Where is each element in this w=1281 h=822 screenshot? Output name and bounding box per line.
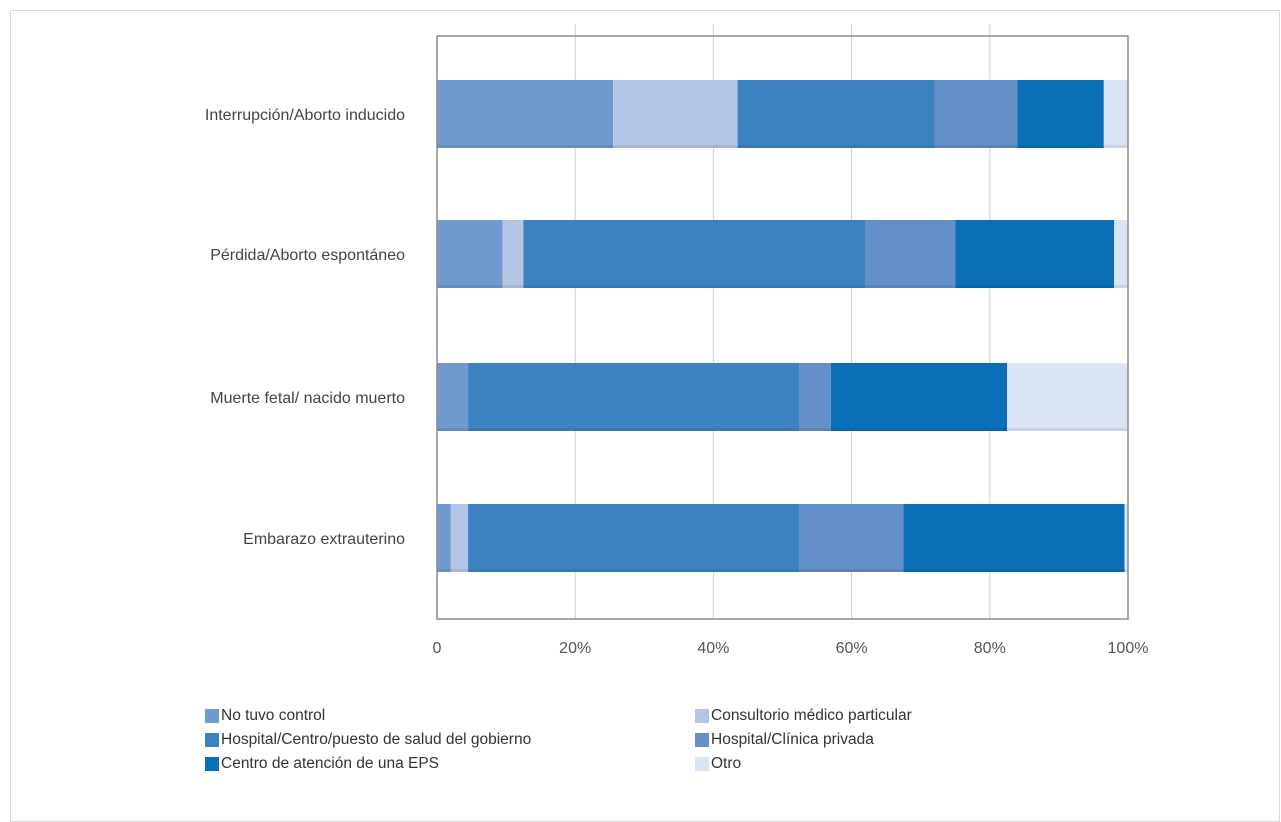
axes bbox=[436, 35, 1129, 620]
legend-label: No tuvo control bbox=[221, 707, 326, 724]
legend-item: Hospital/Centro/puesto de salud del gobi… bbox=[205, 730, 531, 750]
bar-segment bbox=[737, 80, 935, 148]
bar-segment bbox=[955, 220, 1115, 288]
bar-segment bbox=[523, 220, 866, 288]
x-tick-label: 40% bbox=[697, 640, 729, 657]
category-label: Muerte fetal/ nacido muerto bbox=[210, 390, 405, 407]
legend-swatch bbox=[205, 709, 219, 723]
x-tick-label: 60% bbox=[836, 640, 868, 657]
bar-segment bbox=[830, 363, 1008, 431]
legend-item: Consultorio médico particular bbox=[695, 706, 912, 726]
legend-item: No tuvo control bbox=[205, 706, 325, 726]
bar-segment bbox=[613, 80, 738, 148]
bar-segment bbox=[437, 80, 614, 148]
bars bbox=[437, 80, 1128, 572]
bar-segment bbox=[1114, 220, 1128, 288]
bar-segment bbox=[437, 504, 451, 572]
legend-swatch bbox=[695, 733, 709, 747]
legend-label: Hospital/Centro/puesto de salud del gobi… bbox=[221, 731, 532, 748]
bar-shadow bbox=[437, 569, 1128, 572]
category-label: Embarazo extrauterino bbox=[243, 531, 405, 548]
bar-segment bbox=[1124, 504, 1128, 572]
bar-segment bbox=[903, 504, 1125, 572]
bar-segment bbox=[934, 80, 1018, 148]
legend-swatch bbox=[695, 757, 709, 771]
bar-segment bbox=[799, 363, 831, 431]
x-tick-label: 80% bbox=[974, 640, 1006, 657]
bar-segment bbox=[450, 504, 469, 572]
bar-segment bbox=[1007, 363, 1128, 431]
bar-segment bbox=[502, 220, 524, 288]
legend-item: Hospital/Clínica privada bbox=[695, 730, 874, 750]
legend-label: Hospital/Clínica privada bbox=[711, 731, 874, 748]
legend-label: Consultorio médico particular bbox=[711, 707, 912, 724]
bar-segment bbox=[437, 220, 503, 288]
bar-segment bbox=[1017, 80, 1104, 148]
legend-label: Centro de atención de una EPS bbox=[221, 755, 440, 772]
bar-shadow bbox=[437, 428, 1128, 431]
legend-item: Centro de atención de una EPS bbox=[205, 754, 439, 774]
plot-border bbox=[436, 35, 1129, 620]
bar-shadow bbox=[437, 285, 1128, 288]
bar-segment bbox=[437, 363, 469, 431]
legend-swatch bbox=[205, 733, 219, 747]
legend-swatch bbox=[205, 757, 219, 771]
bar-segment bbox=[1103, 80, 1128, 148]
bar-segment bbox=[468, 363, 800, 431]
legend-label: Otro bbox=[711, 755, 742, 772]
x-tick-label: 20% bbox=[559, 640, 591, 657]
bar-segment bbox=[865, 220, 956, 288]
legend-item: Otro bbox=[695, 754, 741, 774]
category-label: Interrupción/Aborto inducido bbox=[205, 107, 405, 124]
bar-segment bbox=[799, 504, 904, 572]
bar-shadow bbox=[437, 145, 1128, 148]
category-label: Pérdida/Aborto espontáneo bbox=[210, 247, 405, 264]
labels: Interrupción/Aborto inducido Pérdida/Abor… bbox=[205, 107, 1149, 657]
x-tick-label: 0 bbox=[433, 640, 442, 657]
legend-swatch bbox=[695, 709, 709, 723]
legend: No tuvo control Consultorio médico partic… bbox=[205, 706, 965, 796]
bar-segment bbox=[468, 504, 800, 572]
x-tick-label: 100% bbox=[1108, 640, 1149, 657]
